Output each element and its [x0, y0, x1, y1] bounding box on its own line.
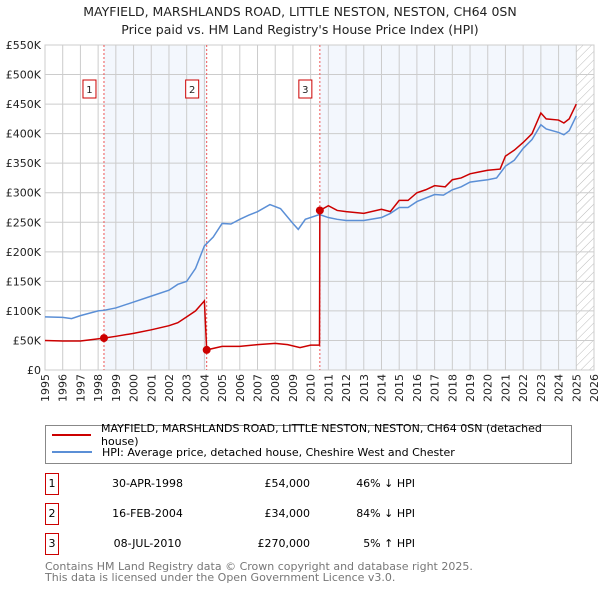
x-tick-label: 2015 — [393, 374, 406, 402]
y-tick-label: £400K — [6, 128, 42, 141]
chart-title: MAYFIELD, MARSHLANDS ROAD, LITTLE NESTON… — [83, 4, 517, 19]
y-tick-label: £0 — [27, 364, 41, 377]
transaction-number: 2 — [45, 503, 59, 525]
legend-label: MAYFIELD, MARSHLANDS ROAD, LITTLE NESTON… — [101, 422, 542, 448]
transaction-number: 1 — [45, 473, 59, 495]
sale-marker-number: 1 — [86, 85, 92, 96]
x-tick-label: 2010 — [305, 374, 318, 402]
x-tick-label: 2009 — [287, 374, 300, 402]
sale-marker-number: 2 — [189, 85, 195, 96]
transaction-price: £54,000 — [264, 477, 311, 490]
x-tick-label: 2008 — [269, 374, 282, 402]
chart-subtitle: Price paid vs. HM Land Registry's House … — [121, 22, 479, 37]
transaction-date: 16-FEB-2004 — [112, 507, 183, 520]
y-tick-label: £50K — [13, 334, 42, 347]
series-line — [44, 103, 577, 351]
y-tick-label: £350K — [6, 157, 42, 170]
legend-swatch-blue — [52, 451, 92, 453]
y-tick-label: £250K — [6, 216, 42, 229]
x-tick-label: 2022 — [517, 374, 530, 402]
sale-point — [99, 334, 108, 343]
legend-item-hpi: HPI: Average price, detached house, Ches… — [52, 444, 455, 460]
x-tick-label: 2001 — [145, 374, 158, 402]
y-tick-label: £150K — [6, 275, 42, 288]
x-tick-label: 2012 — [340, 374, 353, 402]
x-tick-label: 1998 — [92, 374, 105, 402]
x-tick-label: 2024 — [553, 374, 566, 402]
shaded-period — [103, 45, 207, 370]
sale-marker-box — [185, 79, 200, 99]
x-tick-label: 2018 — [446, 374, 459, 402]
y-tick-label: £100K — [6, 305, 42, 318]
x-tick-label: 2013 — [358, 374, 371, 402]
shaded-period — [319, 45, 577, 370]
y-tick-label: £550K — [6, 39, 42, 52]
sale-marker-box — [298, 79, 313, 99]
x-tick-label: 2005 — [216, 374, 229, 402]
transaction-price: £270,000 — [257, 537, 311, 550]
forecast-hatch — [576, 45, 594, 370]
x-tick-label: 2000 — [128, 374, 141, 402]
legend-label: HPI: Average price, detached house, Ches… — [102, 445, 455, 459]
transaction-row: 3 08-JUL-2010 £270,000 5% ↑ HPI — [45, 533, 545, 555]
x-tick-label: 2007 — [252, 374, 265, 402]
x-tick-label: 2002 — [163, 374, 176, 402]
x-tick-label: 2004 — [198, 374, 211, 402]
x-tick-label: 1995 — [39, 374, 52, 402]
x-tick-label: 1999 — [110, 374, 123, 402]
x-tick-label: 2011 — [322, 374, 335, 402]
x-tick-label: 2025 — [570, 374, 583, 402]
x-tick-label: 2016 — [411, 374, 424, 402]
sale-marker-number: 3 — [302, 85, 308, 96]
footer-licence: This data is licensed under the Open Gov… — [45, 571, 396, 584]
x-tick-label: 1997 — [74, 374, 87, 402]
transaction-date: 08-JUL-2010 — [113, 537, 182, 550]
x-tick-label: 1996 — [57, 374, 70, 402]
sale-point — [202, 345, 211, 354]
transaction-row: 1 30-APR-1998 £54,000 46% ↓ HPI — [45, 473, 545, 495]
x-tick-label: 2019 — [464, 374, 477, 402]
transaction-date: 30-APR-1998 — [111, 477, 184, 490]
x-tick-label: 2003 — [181, 374, 194, 402]
transaction-hpi: 84% ↓ HPI — [356, 507, 415, 520]
sale-marker-box — [82, 79, 97, 99]
x-tick-label: 2021 — [499, 374, 512, 402]
price-chart: 1995 1996 1997 1998 1999 2000 2001 2002 2003 2004… — [6, 39, 600, 402]
sale-point — [315, 206, 324, 215]
x-tick-label: 2017 — [429, 374, 442, 402]
transaction-price: £34,000 — [264, 507, 311, 520]
series-line — [44, 115, 577, 320]
transaction-number: 3 — [45, 533, 59, 555]
footer-copyright: Contains HM Land Registry data © Crown c… — [45, 560, 473, 573]
transaction-hpi: 5% ↑ HPI — [363, 537, 415, 550]
x-tick-label: 2020 — [482, 374, 495, 402]
y-tick-label: £450K — [6, 98, 42, 111]
x-tick-label: 2014 — [375, 374, 388, 402]
legend: MAYFIELD, MARSHLANDS ROAD, LITTLE NESTON… — [45, 422, 572, 464]
y-tick-label: £200K — [6, 246, 42, 259]
legend-swatch-red — [52, 434, 92, 436]
x-tick-label: 2006 — [234, 374, 247, 402]
transaction-row: 2 16-FEB-2004 £34,000 84% ↓ HPI — [45, 503, 545, 525]
transaction-hpi: 46% ↓ HPI — [356, 477, 415, 490]
y-tick-label: £300K — [6, 187, 42, 200]
y-tick-label: £500K — [6, 69, 42, 82]
legend-item-property: MAYFIELD, MARSHLANDS ROAD, LITTLE NESTON… — [52, 422, 571, 448]
x-tick-label: 2023 — [535, 374, 548, 402]
x-tick-label: 2026 — [588, 374, 600, 402]
